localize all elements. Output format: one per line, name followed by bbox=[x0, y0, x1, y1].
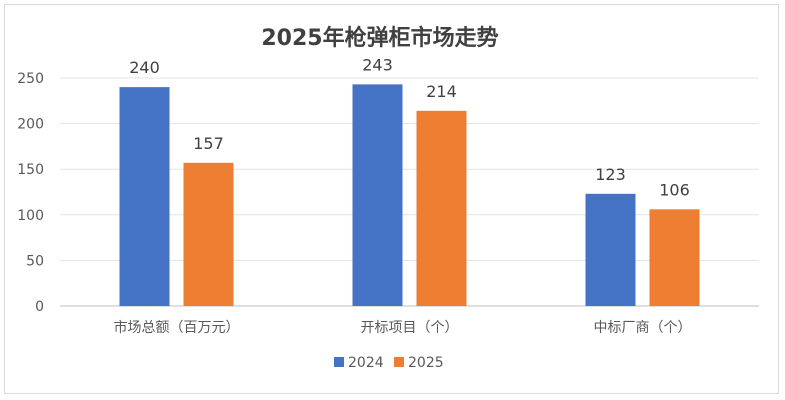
y-tick-label: 50 bbox=[26, 253, 44, 269]
x-tick-label: 开标项目（个） bbox=[361, 320, 459, 336]
gridlines bbox=[60, 77, 759, 261]
bar-2025-2 bbox=[649, 209, 700, 306]
legend-label-2024: 2024 bbox=[348, 355, 384, 371]
data-label: 123 bbox=[595, 165, 626, 184]
legend-swatch-2024 bbox=[334, 357, 344, 367]
legend: 2024 2025 bbox=[334, 355, 444, 371]
bars bbox=[119, 84, 700, 307]
bar-2025-1 bbox=[416, 110, 467, 306]
bar-2025-0 bbox=[183, 162, 234, 306]
legend-swatch-2025 bbox=[394, 357, 404, 367]
data-label: 106 bbox=[659, 180, 690, 199]
x-tick-label: 中标厂商（个） bbox=[594, 320, 692, 336]
data-label: 157 bbox=[193, 134, 224, 153]
y-tick-label: 150 bbox=[17, 162, 44, 178]
data-labels: 240 157 243 214 123 106 bbox=[129, 55, 690, 199]
bar-2024-2 bbox=[585, 193, 636, 306]
y-tick-label: 0 bbox=[35, 299, 44, 315]
bar-2024-1 bbox=[352, 84, 403, 306]
x-tick-label: 市场总额（百万元） bbox=[114, 319, 240, 336]
y-tick-label: 200 bbox=[17, 117, 44, 133]
y-tick-label: 250 bbox=[17, 71, 44, 87]
data-label: 214 bbox=[426, 82, 457, 101]
data-label: 240 bbox=[129, 58, 160, 77]
chart-title: 2025年枪弹柜市场走势 bbox=[261, 25, 498, 51]
axes: 0 50 100 150 200 250 市场总额（百万元） 开标项目（个） 中标厂商（个） bbox=[17, 71, 759, 336]
bar-2024-0 bbox=[119, 87, 170, 307]
data-label: 243 bbox=[362, 55, 393, 74]
y-tick-label: 100 bbox=[17, 208, 44, 224]
legend-label-2025: 2025 bbox=[408, 355, 444, 371]
